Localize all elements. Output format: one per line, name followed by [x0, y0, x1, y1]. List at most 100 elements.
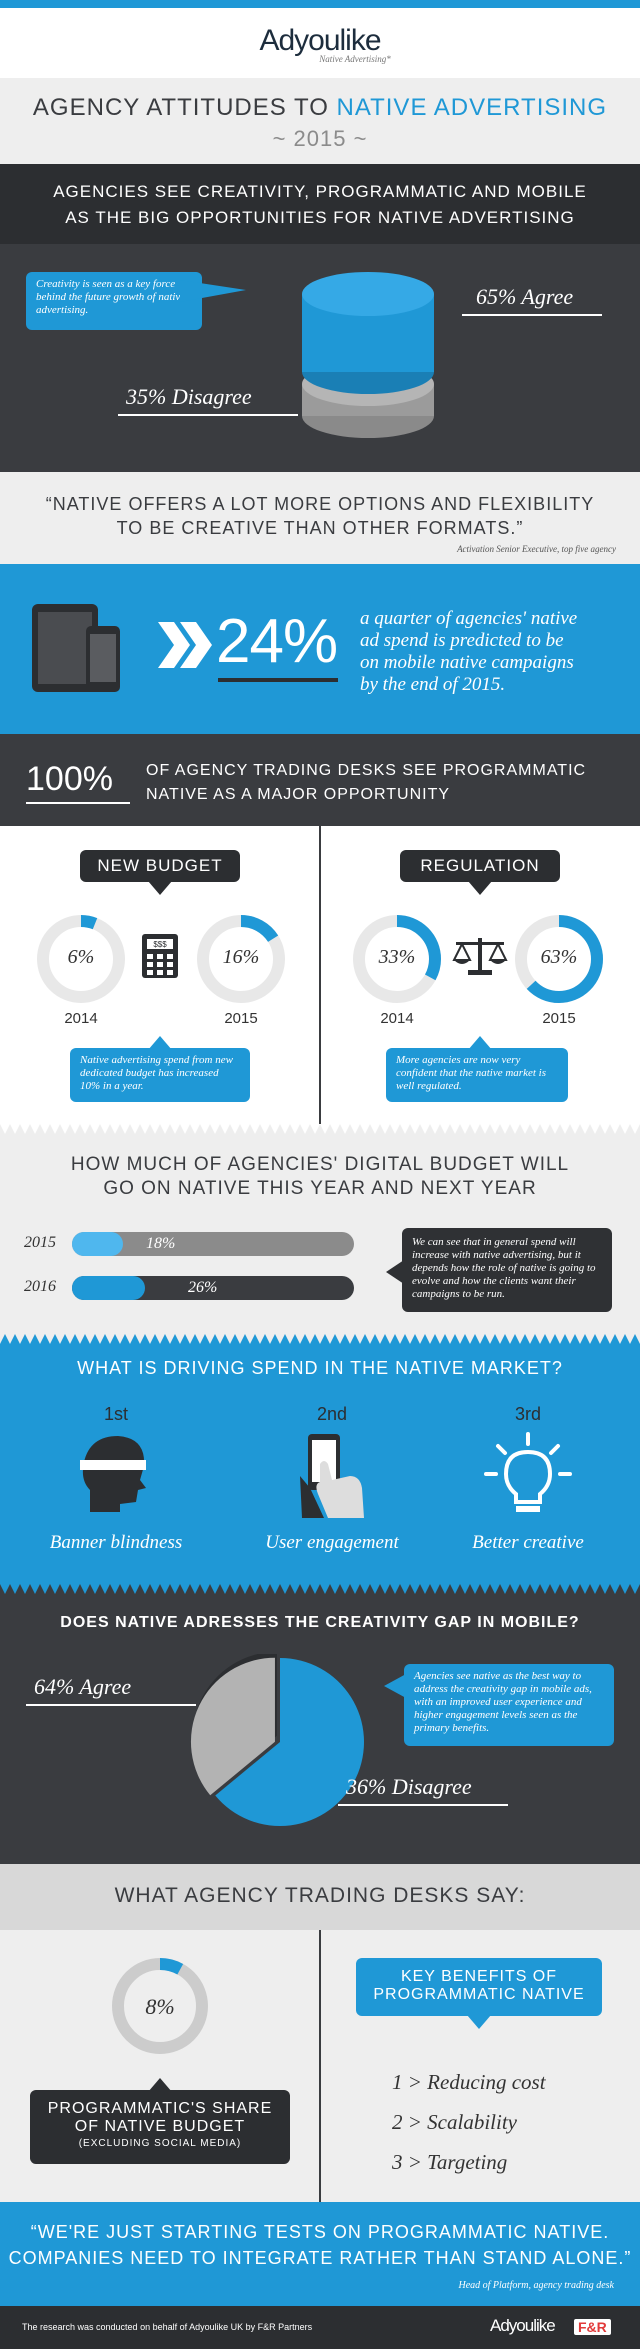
driving-heading: WHAT IS DRIVING SPEND IN THE NATIVE MARK… — [77, 1358, 563, 1378]
quote1-line-1: “NATIVE OFFERS A LOT MORE OPTIONS AND FL… — [45, 494, 595, 514]
partner-logo[interactable]: F&R — [574, 2319, 611, 2335]
blindfold-head-icon — [80, 1436, 146, 1512]
regulation-title-arrow — [468, 881, 492, 895]
budget-title-arrow — [148, 881, 172, 895]
share-value: 8% — [145, 1994, 175, 2019]
calculator-icon: $$$ — [142, 934, 178, 978]
s1-disagree-line — [118, 414, 298, 416]
digital-row2-value: 26% — [188, 1279, 218, 1296]
page-title: AGENCY ATTITUDES TO NATIVE ADVERTISING — [0, 94, 640, 122]
gap-pie-chart — [190, 1654, 364, 1826]
tablet-phone-icon — [32, 604, 120, 692]
regulation-right-value: 63% — [540, 946, 578, 968]
driving-rank-1: 1st — [103, 1404, 128, 1424]
budget-title: NEW BUDGET — [80, 850, 240, 882]
benefits-title: KEY BENEFITS OF PROGRAMMATIC NATIVE — [356, 1958, 602, 2016]
quote2: “WE'RE JUST STARTING TESTS ON PROGRAMMAT… — [0, 2202, 640, 2306]
logo-text: Adyoulike — [259, 24, 381, 57]
benefit-3: 3 > Targeting — [392, 2150, 508, 2174]
digital-section: HOW MUCH OF AGENCIES' DIGITAL BUDGET WIL… — [0, 1134, 640, 1334]
budget-left-value: 6% — [67, 946, 95, 968]
driving-section: WHAT IS DRIVING SPEND IN THE NATIVE MARK… — [0, 1344, 640, 1584]
s1-body: Creativity is seen as a key force behind… — [0, 244, 640, 472]
driving-label-1: Banner blindness — [49, 1532, 183, 1553]
budget-right-year: 2015 — [224, 1010, 258, 1027]
digital-row1-year: 2015 — [24, 1234, 56, 1251]
gap-heading: DOES NATIVE ADRESSES THE CREATIVITY GAP … — [60, 1614, 580, 1631]
scales-icon — [452, 938, 508, 975]
gap-agree-line — [26, 1704, 196, 1706]
desks-heading: WHAT AGENCY TRADING DESKS SAY: — [114, 1884, 526, 1907]
footer: The research was conducted on behalf of … — [0, 2306, 640, 2349]
header: Adyoulike Native Advertising* — [0, 8, 640, 78]
desks-divider — [319, 1930, 321, 2202]
regulation-right-year: 2015 — [542, 1010, 576, 1027]
programmatic-percent: 100% — [26, 760, 113, 798]
digital-heading-2: GO ON NATIVE THIS YEAR AND NEXT YEAR — [103, 1178, 537, 1199]
logo-tagline: Native Advertising* — [319, 54, 391, 64]
zigzag-divider-3 — [0, 1584, 640, 1594]
digital-note-arrow — [386, 1260, 404, 1284]
gap-agree-label: 64% Agree — [34, 1674, 132, 1699]
lightbulb-icon — [484, 1432, 572, 1512]
svg-text:$$$: $$$ — [153, 940, 167, 949]
regulation-note: More agencies are now very confident tha… — [386, 1048, 568, 1102]
quote2-source: Head of Platform, agency trading desk — [458, 2280, 614, 2291]
s1-disagree-label: 35% Disagree — [126, 384, 252, 409]
quote1-line-2: TO BE CREATIVE THAN OTHER FORMATS.” — [116, 518, 524, 538]
regulation-title: REGULATION — [400, 850, 560, 882]
s1-agree-label: 65% Agree — [476, 284, 574, 309]
digital-row1-bar — [72, 1232, 123, 1256]
s1-agree-line — [462, 314, 602, 316]
digital-row2-year: 2016 — [24, 1278, 56, 1295]
regulation-donut-2014 — [353, 915, 441, 1003]
quote2-line-2: COMPANIES NEED TO INTEGRATE RATHER THAN … — [8, 2248, 632, 2268]
quote1: “NATIVE OFFERS A LOT MORE OPTIONS AND FL… — [0, 472, 640, 564]
chevron-right-icon — [158, 622, 212, 668]
programmatic-text-2: NATIVE AS A MAJOR OPPORTUNITY — [146, 786, 451, 803]
gap-note-arrow — [384, 1674, 406, 1698]
gap-disagree-label: 36% Disagree — [346, 1774, 472, 1799]
gap-note: Agencies see native as the best way to a… — [404, 1664, 614, 1746]
digital-note: We can see that in general spend will in… — [402, 1228, 612, 1312]
programmatic-section: 100% OF AGENCY TRADING DESKS SEE PROGRAM… — [0, 734, 640, 826]
share-label-arrow — [148, 2078, 172, 2092]
s1-note-arrow — [180, 280, 246, 302]
logo[interactable]: Adyoulike Native Advertising* — [0, 24, 640, 64]
driving-label-3: Better creative — [472, 1532, 584, 1553]
footer-text: The research was conducted on behalf of … — [22, 2322, 313, 2332]
benefits-title-arrow — [467, 2015, 491, 2029]
budget-left-year: 2014 — [64, 1010, 98, 1027]
s1-heading-1: AGENCIES SEE CREATIVITY, PROGRAMMATIC AN… — [53, 182, 587, 201]
share-label: PROGRAMMATIC'S SHARE OF NATIVE BUDGET (E… — [30, 2090, 290, 2164]
regulation-donut-2015 — [515, 915, 603, 1003]
mobile-text: a quarter of agencies' native ad spend is… — [360, 608, 578, 695]
title-section: AGENCY ATTITUDES TO NATIVE ADVERTISING ~… — [0, 78, 640, 164]
cylinder-chart — [302, 272, 434, 438]
divider — [319, 826, 321, 1126]
driving-rank-3: 3rd — [514, 1404, 541, 1424]
budget-note-arrow — [148, 1036, 172, 1050]
desks-body: 8% PROGRAMMATIC'S SHARE OF NATIVE BUDGET… — [0, 1930, 640, 2202]
digital-row2-track — [72, 1276, 354, 1300]
s1-heading-2: AS THE BIG OPPORTUNITIES FOR NATIVE ADVE… — [65, 208, 575, 227]
mobile-underline — [218, 678, 338, 682]
phone-hand-icon — [300, 1434, 364, 1518]
top-bar — [0, 0, 640, 8]
gap-slice-agree — [215, 1658, 364, 1826]
driving-rank-2: 2nd — [316, 1404, 348, 1424]
benefit-2: 2 > Scalability — [392, 2110, 517, 2134]
s1-note: Creativity is seen as a key force behind… — [26, 272, 202, 330]
gap-slice-disagree — [190, 1657, 275, 1796]
regulation-left-year: 2014 — [380, 1010, 414, 1027]
mobile-section: 24% a quarter of agencies' native ad spen… — [0, 564, 640, 734]
budget-note: Native advertising spend from new dedica… — [70, 1048, 250, 1102]
regulation-left-value: 33% — [378, 946, 416, 968]
footer-logo[interactable]: Adyoulike — [490, 2316, 556, 2335]
budget-right-value: 16% — [222, 946, 260, 968]
budget-donut-2014 — [37, 915, 125, 1003]
budget-donut-2015 — [197, 915, 285, 1003]
title-highlight: NATIVE ADVERTISING — [336, 94, 608, 121]
digital-row1-value: 18% — [146, 1235, 176, 1252]
title-prefix: AGENCY ATTITUDES TO — [32, 94, 329, 121]
